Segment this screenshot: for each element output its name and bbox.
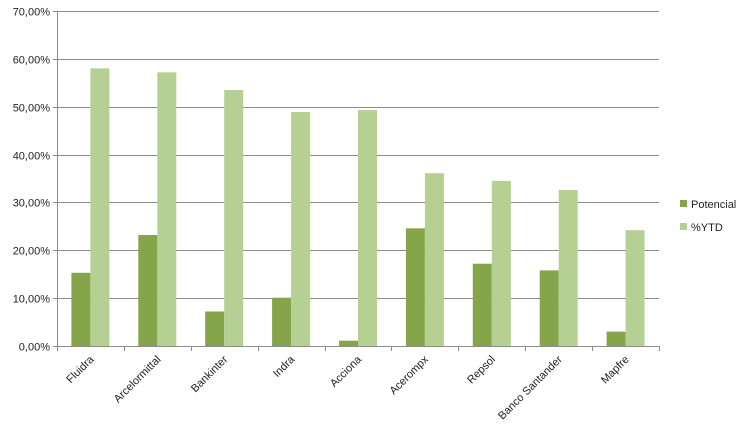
y-axis-tick-labels: 0,00% 10,00% 20,00% 30,00% 40,00% 50,00% 60,00… (13, 7, 51, 354)
bar-potencial (339, 340, 358, 346)
bar-potencial (138, 235, 158, 346)
x-axis-category-labels: Fluidra Arcelormittal Bankinter Indra Accion… (64, 353, 631, 422)
x-category-label: Arcelormittal (112, 354, 164, 406)
legend-swatch (680, 200, 687, 207)
legend: Potencial %YTD (680, 199, 736, 234)
x-category-label: Fluidra (64, 353, 97, 386)
legend-label: %YTD (691, 222, 723, 234)
y-tick-label: 0,00% (19, 342, 50, 354)
x-category-label: Indra (271, 353, 298, 380)
x-category-label: Acciona (328, 353, 365, 390)
bar-ytd (625, 230, 645, 346)
bar-ytd (224, 90, 244, 346)
bar-potencial (205, 311, 225, 346)
bar-potencial (539, 270, 559, 346)
y-tick-label: 30,00% (13, 198, 51, 210)
bars (71, 68, 645, 347)
bar-ytd (157, 72, 177, 347)
bar-potencial (71, 272, 91, 346)
x-axis (57, 11, 660, 351)
bar-ytd (491, 180, 511, 346)
x-category-label: Repsol (465, 354, 498, 387)
bar-potencial (405, 228, 425, 346)
bar-ytd (558, 190, 578, 346)
bar-potencial (272, 297, 292, 346)
y-tick-label: 20,00% (13, 246, 51, 258)
x-category-label: Bankinter (189, 353, 231, 395)
legend-label: Potencial (691, 199, 736, 211)
x-category-label: Acerompx (388, 353, 432, 397)
y-tick-label: 70,00% (13, 7, 51, 19)
x-category-label: Banco Santander (496, 353, 565, 422)
bar-ytd (358, 110, 377, 346)
bar-ytd (90, 68, 110, 347)
bar-potencial (472, 263, 492, 346)
x-category-label: Mapfre (599, 354, 632, 387)
bar-potencial (606, 331, 626, 346)
legend-swatch (680, 223, 687, 230)
y-tick-label: 50,00% (13, 103, 51, 115)
y-tick-label: 60,00% (13, 55, 51, 67)
y-tick-label: 40,00% (13, 151, 51, 163)
y-tick-label: 10,00% (13, 294, 51, 306)
bar-ytd (424, 173, 444, 346)
bar-ytd (291, 112, 311, 346)
